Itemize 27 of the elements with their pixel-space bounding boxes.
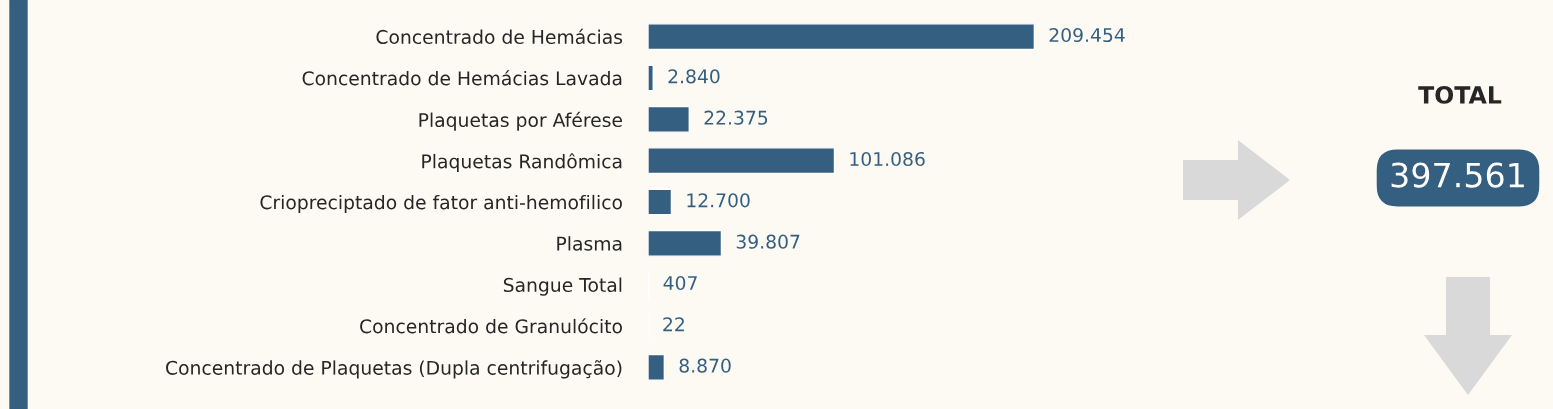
data-label: 8.870 [679, 358, 731, 373]
y-tick-label: Concentrado de Hemácias Lavada [302, 70, 622, 86]
text: TOTAL [1418, 85, 1502, 104]
bar [648, 64, 654, 92]
bar [648, 188, 673, 216]
data-label: 22.375 [704, 110, 768, 125]
y-tick-label: Criopreciptado de fator anti-hemofilico [260, 194, 622, 214]
y-tick-label: Plasma [557, 236, 622, 251]
y-tick-label: Concentrado de Granulócito [360, 318, 622, 334]
bar [648, 23, 1036, 51]
bar [648, 353, 666, 381]
data-label: 12.700 [687, 193, 750, 208]
data-label: 101.086 [850, 151, 925, 167]
bar [648, 105, 690, 133]
text: 397.561 [1391, 162, 1524, 188]
data-label: 209.454 [1049, 27, 1125, 43]
y-tick-label: Sangue Total [503, 277, 622, 296]
data-label: 22 [663, 317, 684, 332]
y-tick-label: Concentrado de Hemácias [376, 28, 623, 45]
data-label: 2.840 [668, 69, 720, 84]
y-tick-label: Concentrado de Plaquetas (Dupla centrifugação) [166, 360, 622, 379]
bar [648, 147, 836, 175]
data-label: 407 [663, 275, 697, 291]
y-tick-label: Plaquetas por Aférese [419, 111, 622, 131]
data-label: 39.807 [736, 234, 800, 249]
y-tick-label: Plaquetas Randômica [422, 153, 622, 173]
bar [648, 229, 723, 257]
